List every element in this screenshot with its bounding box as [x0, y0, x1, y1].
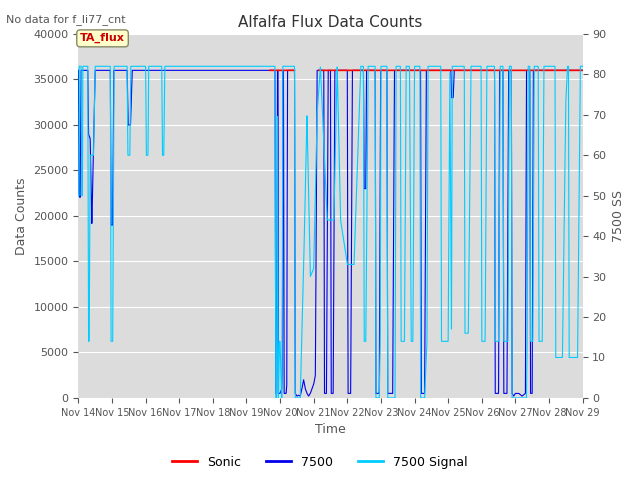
Legend: Sonic, 7500, 7500 Signal: Sonic, 7500, 7500 Signal: [167, 451, 473, 474]
Y-axis label: Data Counts: Data Counts: [15, 177, 28, 255]
X-axis label: Time: Time: [315, 423, 346, 436]
Text: TA_flux: TA_flux: [80, 33, 125, 44]
Text: No data for f_li77_cnt: No data for f_li77_cnt: [6, 14, 126, 25]
Title: Alfalfa Flux Data Counts: Alfalfa Flux Data Counts: [238, 15, 422, 30]
Y-axis label: 7500 SS: 7500 SS: [612, 190, 625, 242]
